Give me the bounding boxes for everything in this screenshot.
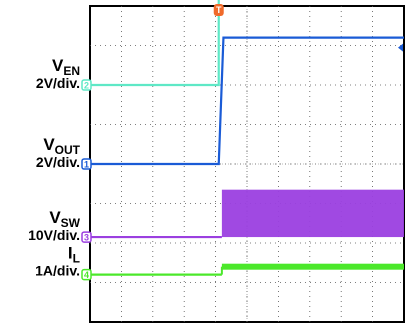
channel-scale-l: 1A/div. xyxy=(35,263,80,279)
channel-scale-out: 2V/div. xyxy=(36,154,80,170)
channel-scale-sw: 10V/div. xyxy=(28,227,80,243)
trace-il-ripple-band xyxy=(221,263,404,270)
channel-name-en: VEN xyxy=(52,56,80,78)
channel-marker-1 xyxy=(81,158,92,170)
channel-name-l: IL xyxy=(68,244,80,266)
channel-marker-label: 1 xyxy=(84,160,89,170)
channel-marker-2 xyxy=(81,79,92,91)
trace-en xyxy=(90,0,220,87)
channel-marker-label: 3 xyxy=(84,233,89,243)
channel-marker-3 xyxy=(81,231,92,243)
trigger-marker-icon xyxy=(213,4,224,16)
channel-name-out: VOUT xyxy=(43,135,80,157)
trigger-marker-label: T xyxy=(216,5,222,15)
trace-vsw-switching-band xyxy=(221,189,404,238)
channel-scale-en: 2V/div. xyxy=(36,75,80,91)
trace-out xyxy=(90,36,404,166)
channel-marker-4 xyxy=(81,268,92,281)
channel-name-sw: VSW xyxy=(49,208,80,230)
channel-marker-label: 4 xyxy=(84,270,89,280)
vout-level-arrow-icon xyxy=(398,43,403,52)
channel-marker-label: 2 xyxy=(84,81,89,91)
